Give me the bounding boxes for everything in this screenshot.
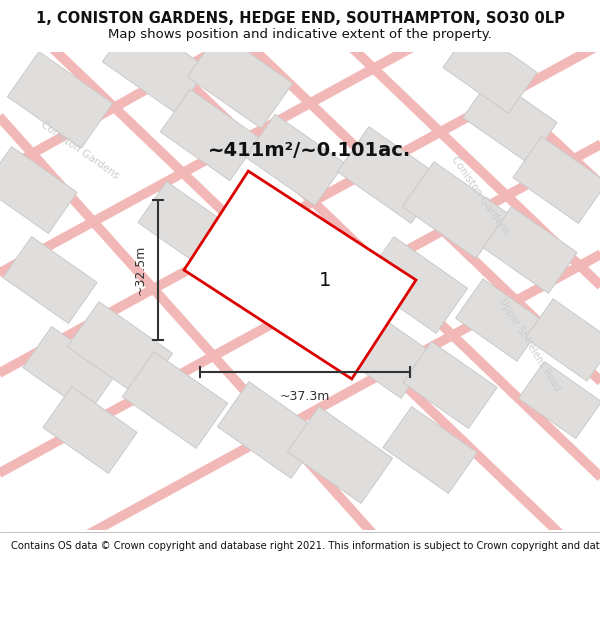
Text: 1, CONISTON GARDENS, HEDGE END, SOUTHAMPTON, SO30 0LP: 1, CONISTON GARDENS, HEDGE END, SOUTHAMP… xyxy=(35,11,565,26)
Text: ~411m²/~0.101ac.: ~411m²/~0.101ac. xyxy=(208,141,412,159)
Polygon shape xyxy=(103,17,208,113)
Polygon shape xyxy=(526,299,600,381)
Text: Coniston Gardens: Coniston Gardens xyxy=(449,154,511,236)
Polygon shape xyxy=(513,137,600,223)
Text: ~37.3m: ~37.3m xyxy=(280,390,330,403)
Text: Map shows position and indicative extent of the property.: Map shows position and indicative extent… xyxy=(108,28,492,41)
Polygon shape xyxy=(217,382,323,478)
Polygon shape xyxy=(287,407,392,503)
Text: Coniston Gardens: Coniston Gardens xyxy=(39,119,121,181)
Text: Contains OS data © Crown copyright and database right 2021. This information is : Contains OS data © Crown copyright and d… xyxy=(11,541,600,551)
Polygon shape xyxy=(43,387,137,473)
Text: 1: 1 xyxy=(319,271,331,289)
Polygon shape xyxy=(362,237,467,333)
Polygon shape xyxy=(328,302,433,398)
Polygon shape xyxy=(138,182,232,268)
Polygon shape xyxy=(187,32,293,128)
Polygon shape xyxy=(0,147,77,233)
Polygon shape xyxy=(518,361,600,439)
Polygon shape xyxy=(218,202,312,288)
Polygon shape xyxy=(67,302,173,398)
Polygon shape xyxy=(3,237,97,323)
Text: Upper St Helens Road: Upper St Helens Road xyxy=(497,297,563,393)
Polygon shape xyxy=(160,89,260,181)
Polygon shape xyxy=(383,407,477,493)
Polygon shape xyxy=(245,114,345,206)
Polygon shape xyxy=(7,52,113,148)
Polygon shape xyxy=(337,127,443,223)
Polygon shape xyxy=(463,77,557,163)
Polygon shape xyxy=(122,352,227,448)
Polygon shape xyxy=(455,279,544,361)
Polygon shape xyxy=(483,207,577,293)
Polygon shape xyxy=(443,27,537,113)
Text: ~32.5m: ~32.5m xyxy=(133,245,146,295)
Polygon shape xyxy=(184,171,416,379)
Polygon shape xyxy=(403,342,497,428)
Polygon shape xyxy=(23,327,117,413)
Polygon shape xyxy=(403,162,508,258)
